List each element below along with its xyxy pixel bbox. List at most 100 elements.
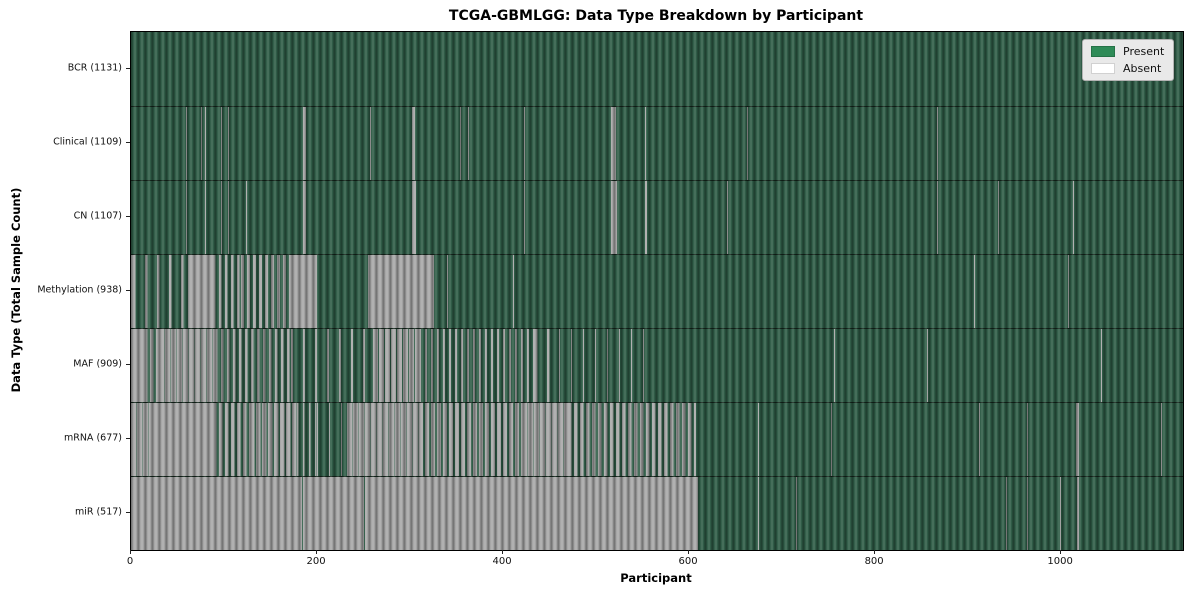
- absent-segment: [419, 329, 535, 402]
- y-tick-mark: [126, 142, 130, 143]
- plot-area: [130, 31, 1184, 551]
- absent-segment: [372, 329, 420, 402]
- absent-segment: [524, 107, 526, 180]
- absent-segment: [1006, 477, 1008, 550]
- absent-segment: [521, 403, 569, 476]
- absent-segment: [131, 255, 133, 328]
- absent-segment: [1026, 403, 1028, 476]
- x-tick-mark: [688, 550, 690, 554]
- legend-item-absent: Absent: [1091, 62, 1164, 75]
- y-tick-mark: [126, 512, 130, 513]
- x-tick-label: 600: [678, 556, 698, 567]
- absent-segment: [317, 403, 347, 476]
- absent-segment: [205, 107, 207, 180]
- absent-segment: [419, 403, 522, 476]
- absent-segment: [1076, 403, 1079, 476]
- y-tick-label-MAF: MAF (909): [73, 358, 122, 370]
- absent-segment: [250, 403, 297, 476]
- absent-segment: [370, 107, 371, 180]
- absent-segment: [1160, 403, 1162, 476]
- absent-segment: [131, 329, 145, 402]
- y-tick-mark: [126, 438, 130, 439]
- y-tick-mark: [126, 216, 130, 217]
- absent-segment: [979, 403, 981, 476]
- x-tick-label: 0: [126, 556, 134, 567]
- absent-segment: [290, 329, 373, 402]
- absent-segment: [467, 107, 469, 180]
- absent-segment: [185, 181, 187, 254]
- absent-segment: [368, 255, 435, 328]
- x-tick-mark: [316, 550, 318, 554]
- absent-segment: [365, 477, 699, 550]
- absent-segment: [200, 107, 202, 180]
- absent-segment: [1101, 329, 1103, 402]
- absent-segment: [1026, 477, 1028, 550]
- absent-segment: [973, 255, 975, 328]
- absent-segment: [227, 107, 229, 180]
- absent-segment: [936, 181, 938, 254]
- y-tick-mark: [126, 290, 130, 291]
- absent-segment: [534, 329, 559, 402]
- absent-segment: [411, 181, 416, 254]
- row-CN: [131, 180, 1183, 254]
- absent-segment: [757, 477, 759, 550]
- absent-segment: [610, 181, 618, 254]
- absent-segment: [205, 181, 207, 254]
- x-tick-mark: [874, 550, 876, 554]
- absent-segment: [645, 107, 647, 180]
- y-tick-label-BCR: BCR (1131): [67, 62, 122, 74]
- absent-segment: [513, 255, 515, 328]
- absent-segment: [246, 181, 248, 254]
- y-tick-label-miR: miR (517): [74, 506, 122, 518]
- x-tick-label: 1000: [1047, 556, 1073, 567]
- x-tick-label: 800: [864, 556, 884, 567]
- absent-segment: [131, 403, 152, 476]
- absent-segment: [303, 107, 306, 180]
- y-tick-label-CN: CN (1107): [73, 210, 122, 222]
- absent-segment: [757, 403, 759, 476]
- absent-segment: [831, 403, 833, 476]
- absent-segment: [303, 181, 306, 254]
- y-tick-label-Methylation: Methylation (938): [37, 284, 122, 296]
- legend-label: Absent: [1123, 62, 1162, 75]
- absent-segment: [568, 403, 696, 476]
- x-tick-mark: [502, 550, 504, 554]
- row-MAF: [131, 328, 1183, 402]
- row-BCR: [131, 32, 1183, 106]
- absent-segment: [927, 329, 929, 402]
- absent-segment: [144, 329, 159, 402]
- x-axis-label: Participant: [620, 571, 692, 585]
- absent-segment: [346, 403, 420, 476]
- absent-segment: [1076, 477, 1079, 550]
- absent-segment: [411, 107, 415, 180]
- legend-label: Present: [1123, 45, 1165, 58]
- x-tick-mark: [130, 550, 131, 554]
- absent-segment: [227, 181, 229, 254]
- x-tick-label: 200: [306, 556, 326, 567]
- x-tick-mark: [1060, 550, 1062, 554]
- y-tick-mark: [126, 364, 130, 365]
- legend-item-present: Present: [1091, 45, 1164, 58]
- absent-segment: [1067, 255, 1069, 328]
- legend-swatch-absent: [1091, 63, 1115, 74]
- absent-segment: [131, 477, 303, 550]
- absent-segment: [834, 329, 836, 402]
- y-tick-label-mRNA: mRNA (677): [63, 432, 122, 444]
- y-tick-mark: [126, 68, 130, 69]
- absent-segment: [240, 255, 291, 328]
- row-Methylation: [131, 254, 1183, 328]
- absent-segment: [796, 477, 797, 550]
- absent-segment: [936, 107, 938, 180]
- absent-segment: [187, 255, 213, 328]
- absent-segment: [221, 107, 223, 180]
- row-mRNA: [131, 402, 1183, 476]
- absent-segment: [1060, 477, 1062, 550]
- absent-segment: [558, 329, 652, 402]
- legend: Present Absent: [1082, 39, 1175, 81]
- absent-segment: [212, 255, 241, 328]
- absent-segment: [151, 403, 213, 476]
- absent-segment: [524, 181, 526, 254]
- absent-segment: [1073, 181, 1075, 254]
- absent-segment: [727, 181, 729, 254]
